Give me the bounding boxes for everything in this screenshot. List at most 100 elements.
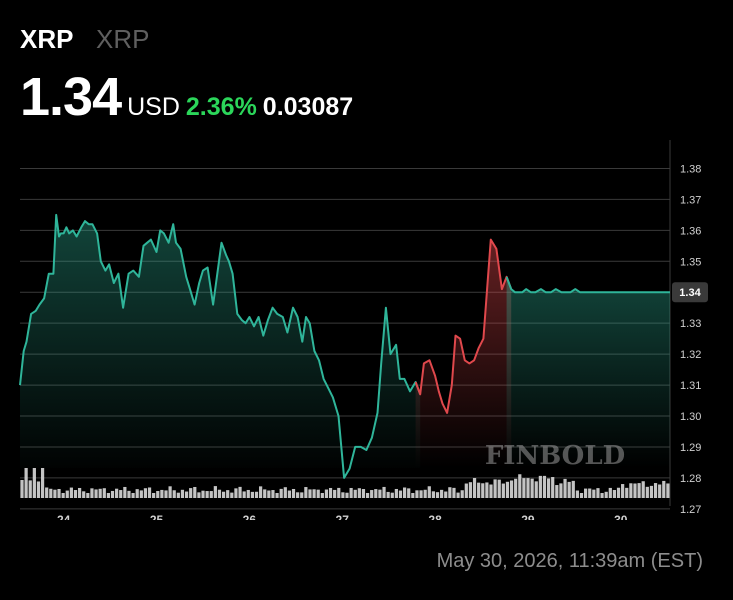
volume-bar	[205, 491, 209, 498]
volume-bar	[468, 482, 473, 498]
volume-bar	[86, 493, 90, 498]
volume-bar	[234, 488, 238, 498]
volume-bar	[365, 493, 370, 498]
volume-bar	[514, 478, 518, 498]
volume-bar	[456, 492, 460, 498]
volume-bar	[77, 487, 82, 498]
volume-bar	[139, 490, 143, 498]
volume-bar	[407, 488, 411, 498]
volume-bar	[242, 491, 246, 498]
volume-bar	[621, 484, 625, 498]
volume-bar	[530, 478, 534, 498]
volume-bar	[308, 489, 312, 498]
volume-bar	[633, 483, 637, 498]
volume-bar	[102, 488, 106, 498]
volume-bar	[287, 490, 292, 498]
y-axis-ticks: 1.38 1.37 1.36 1.35 1.34 1.33 1.32 1.31 1.30 1.29…	[680, 163, 701, 515]
volume-bar	[481, 483, 485, 498]
volume-bar	[444, 491, 448, 498]
volume-bar	[320, 493, 324, 498]
price-line	[19, 213, 670, 479]
volume-bar	[73, 490, 78, 498]
line-segment	[19, 213, 422, 479]
volume-bar	[36, 481, 41, 498]
volume-bar	[147, 487, 152, 498]
volume-bar	[592, 489, 596, 498]
volume-bar	[271, 490, 275, 498]
price-badge-bg	[672, 282, 708, 303]
volume-bar	[546, 478, 551, 498]
y-tick-label: 1.37	[680, 194, 701, 206]
volume-bar	[230, 492, 234, 498]
volume-bar	[435, 492, 440, 498]
volume-bar	[357, 488, 361, 498]
volume-bar	[24, 468, 28, 498]
volume-bar	[250, 491, 254, 498]
volume-bar	[283, 487, 287, 498]
volume-bar	[349, 487, 353, 498]
y-tick-label: 1.27	[680, 504, 701, 516]
volume-bar	[464, 483, 468, 498]
volume-bar	[662, 480, 666, 498]
volume-bar	[460, 490, 464, 498]
volume-bar	[20, 480, 24, 498]
volume-bar	[419, 490, 423, 498]
y-tick-label: 1.32	[680, 349, 701, 361]
volume-bar	[275, 493, 279, 498]
y-tick-label: 1.28	[680, 473, 701, 485]
area-segment	[20, 214, 421, 478]
volume-bar	[493, 479, 497, 498]
volume-bar	[300, 492, 304, 498]
volume-bar	[115, 488, 119, 498]
volume-bar	[423, 489, 427, 498]
volume-bar	[296, 492, 300, 498]
volume-bar	[658, 484, 662, 498]
volume-bar	[156, 491, 160, 498]
volume-bar	[608, 487, 612, 498]
volume-bar	[127, 490, 131, 498]
volume-bar	[604, 491, 608, 498]
volume-bar	[152, 493, 156, 498]
volume-bar	[131, 493, 135, 498]
x-axis-ticks: 24 25 26 27 28 29 30	[57, 513, 628, 520]
volume-bar	[65, 490, 69, 498]
volume-bar	[333, 489, 337, 498]
volume-bar	[629, 483, 633, 498]
volume-bar	[291, 488, 296, 498]
volume-bar	[82, 491, 86, 498]
volume-bar	[653, 483, 658, 498]
volume-bar	[641, 481, 645, 498]
volume-bar	[259, 486, 263, 498]
volume-bar	[197, 492, 201, 498]
volume-bar	[361, 489, 366, 498]
line-segment	[505, 276, 670, 294]
volume-bar	[189, 488, 193, 498]
volume-bar	[49, 488, 53, 498]
volume-bar	[341, 492, 345, 498]
volume-bar	[448, 487, 452, 498]
volume-bar	[90, 488, 94, 498]
y-tick-label: 1.36	[680, 225, 701, 237]
current-price-badge: 1.34	[672, 282, 708, 303]
volume-bar	[390, 492, 394, 498]
volume-bar	[221, 491, 226, 498]
volume-bar	[398, 490, 403, 498]
volume-bar	[509, 480, 514, 498]
price-summary: 1.34 USD 2.36% 0.03087	[20, 66, 353, 127]
volume-bar	[518, 474, 522, 498]
x-tick-label: 26	[243, 513, 257, 520]
volume-bar	[477, 482, 481, 498]
volume-bar	[588, 488, 592, 498]
volume-bar	[254, 491, 259, 498]
volume-bar	[279, 488, 283, 498]
volume-bar	[172, 490, 176, 498]
volume-bar	[378, 489, 382, 498]
volume-bar	[312, 489, 316, 498]
volume-bar	[415, 490, 419, 498]
volume-bar	[402, 487, 407, 498]
volume-bar	[328, 487, 333, 498]
volume-bar	[370, 490, 374, 498]
volume-bar	[324, 489, 329, 498]
volume-bar	[382, 486, 386, 498]
volume-bar	[119, 490, 123, 498]
